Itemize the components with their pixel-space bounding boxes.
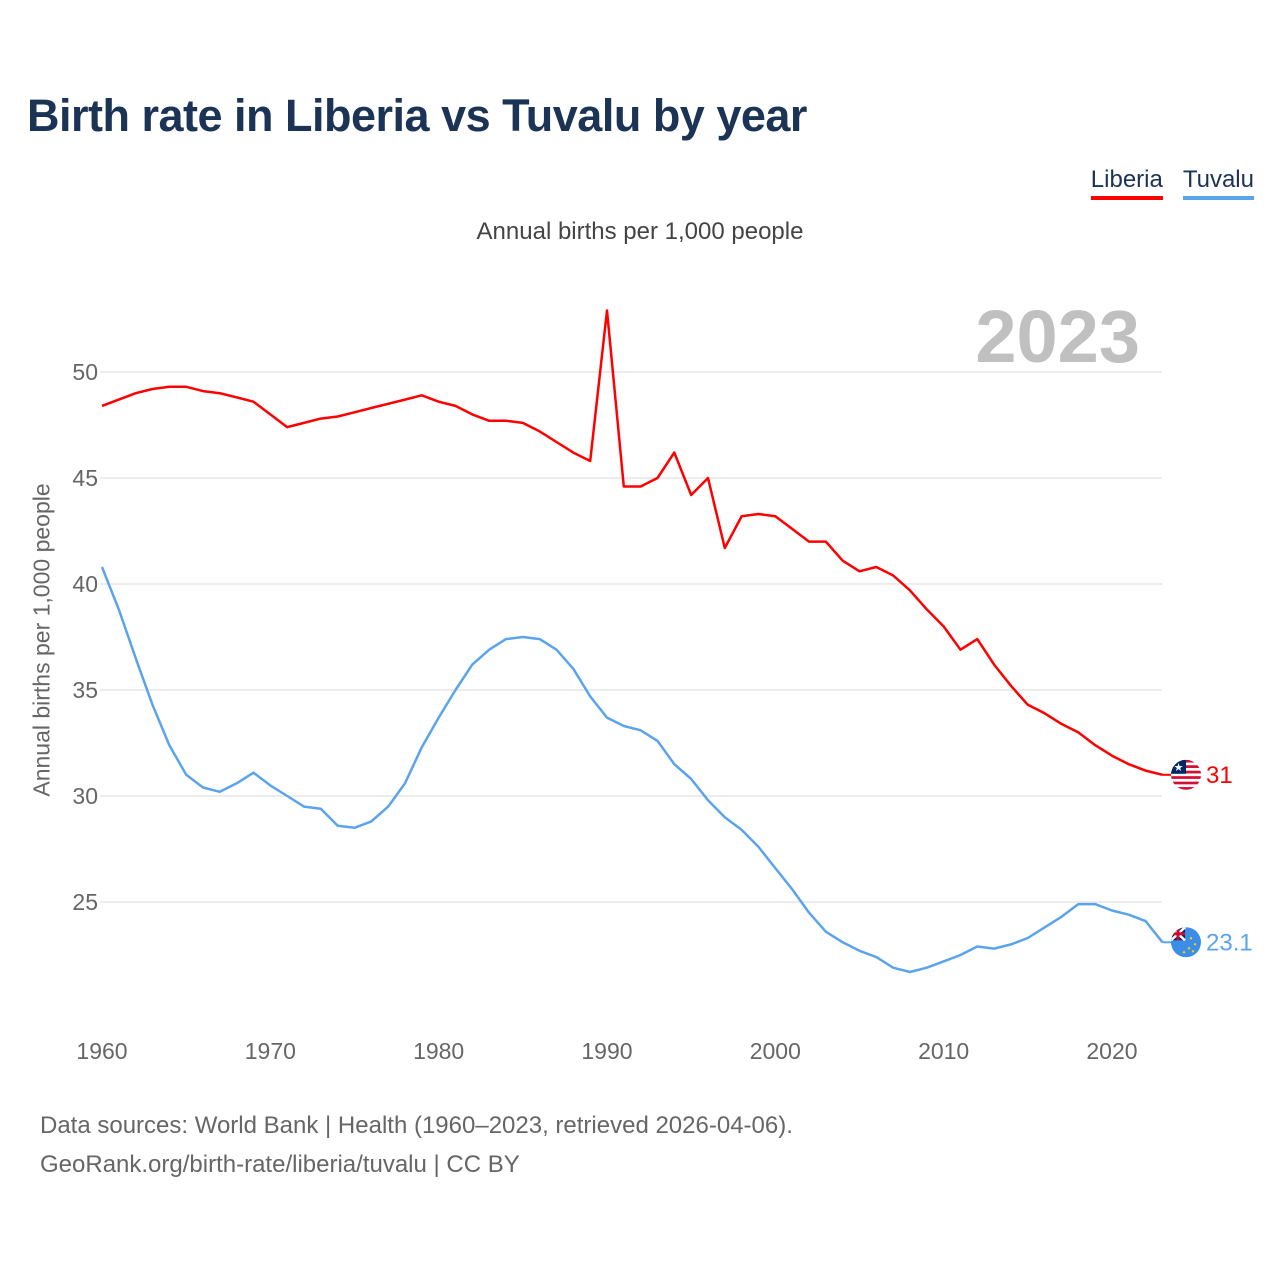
tuvalu-flag-icon: [1171, 927, 1201, 958]
star-icon: ★: [1174, 762, 1184, 774]
flag-star: [1191, 950, 1195, 953]
x-tick-label: 1990: [581, 1038, 632, 1064]
x-tick-label: 2000: [750, 1038, 801, 1064]
legend: Liberia Tuvalu: [1090, 166, 1254, 200]
source-line-2[interactable]: GeoRank.org/birth-rate/liberia/tuvalu | …: [40, 1151, 520, 1178]
source-note: Data sources: World Bank | Health (1960–…: [40, 1106, 793, 1184]
series-line-tuvalu: [100, 566, 1164, 974]
series-line-liberia: [101, 309, 1163, 777]
x-tick-label: 2010: [918, 1038, 969, 1064]
flag-star: [1182, 951, 1186, 954]
y-tick-label: 40: [72, 571, 98, 597]
current-year-label: 2023: [975, 295, 1140, 378]
flag-stripe: [1171, 776, 1201, 780]
y-tick-label: 25: [72, 889, 98, 915]
y-tick-label: 50: [72, 359, 98, 385]
x-tick-label: 1980: [413, 1038, 464, 1064]
chart-subtitle: Annual births per 1,000 people: [476, 218, 804, 245]
x-tick-label: 2020: [1086, 1038, 1137, 1064]
end-value-label: 31: [1206, 762, 1233, 789]
flag-star: [1189, 937, 1193, 940]
end-value-label: 23.1: [1206, 929, 1253, 956]
y-tick-label: 30: [72, 783, 98, 809]
flag-star: [1187, 947, 1191, 950]
flag-stripe: [1171, 784, 1201, 788]
y-tick-label: 45: [72, 465, 98, 491]
flag-body: ★: [1171, 759, 1201, 790]
y-tick-label: 35: [72, 677, 98, 703]
x-tick-label: 1960: [76, 1038, 127, 1064]
legend-item-tuvalu[interactable]: Tuvalu: [1182, 166, 1254, 200]
flag-body: [1171, 927, 1201, 958]
source-line-1: Data sources: World Bank | Health (1960–…: [40, 1112, 793, 1139]
liberia-flag-icon: ★: [1171, 759, 1201, 790]
legend-item-liberia[interactable]: Liberia: [1090, 166, 1163, 200]
flag-stripe: [1171, 781, 1201, 785]
x-tick-label: 1970: [245, 1038, 296, 1064]
flag-star: [1193, 943, 1197, 946]
flag-stripe: [1171, 787, 1201, 790]
flag-stripe: [1171, 778, 1201, 782]
flag-stripe: [1171, 773, 1201, 777]
chart-title: Birth rate in Liberia vs Tuvalu by year: [27, 90, 807, 141]
